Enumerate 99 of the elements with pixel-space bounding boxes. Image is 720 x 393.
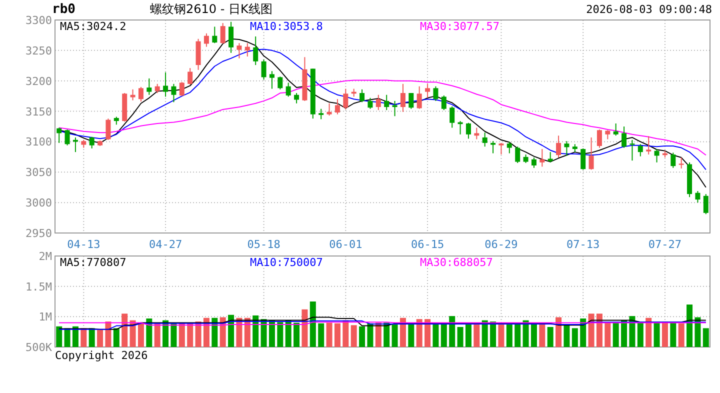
line-series bbox=[58, 320, 706, 330]
candlestick bbox=[106, 118, 111, 140]
candlestick bbox=[154, 83, 160, 94]
candlestick bbox=[188, 68, 193, 86]
x-tick-label: 05-18 bbox=[247, 238, 280, 251]
candlestick bbox=[580, 148, 586, 170]
candlestick bbox=[244, 42, 250, 58]
y-tick-label: 1M bbox=[38, 310, 52, 324]
text: 2026-08-03 09:00:48 bbox=[586, 3, 712, 16]
candlestick bbox=[564, 140, 570, 156]
text: MA5:770807 bbox=[60, 256, 126, 269]
series-label: MA10:3053.8 bbox=[250, 20, 323, 33]
candlestick bbox=[286, 82, 291, 98]
candlestick bbox=[506, 141, 512, 154]
candlestick bbox=[212, 26, 218, 44]
candlestick bbox=[638, 144, 643, 157]
x-tick-label: 07-13 bbox=[566, 238, 600, 251]
candlestick bbox=[64, 129, 70, 146]
candlestick bbox=[400, 83, 406, 112]
x-tick-label: 04-27 bbox=[148, 238, 182, 251]
candlestick bbox=[433, 86, 438, 102]
candlestick bbox=[515, 146, 520, 164]
candlestick bbox=[392, 100, 398, 117]
candlestick bbox=[343, 88, 348, 110]
text: MA30:688057 bbox=[420, 256, 493, 269]
candlestick bbox=[596, 129, 602, 148]
candlestick bbox=[179, 82, 184, 97]
candlestick bbox=[171, 83, 176, 103]
y-tick-label: 2M bbox=[38, 250, 52, 263]
candlestick bbox=[622, 126, 627, 148]
candlestick bbox=[228, 21, 234, 54]
candlestick bbox=[294, 92, 300, 104]
text: MA30:3077.57 bbox=[420, 20, 500, 33]
y-tick-label: 500K bbox=[26, 341, 52, 354]
candlestick bbox=[138, 86, 144, 102]
x-tick-label: 07-27 bbox=[648, 238, 682, 251]
candlestick bbox=[425, 83, 430, 98]
candlestick bbox=[458, 120, 463, 135]
x-tick-label: 06-15 bbox=[410, 238, 444, 251]
y-tick-label: 3200 bbox=[26, 74, 52, 88]
candlestick bbox=[253, 36, 258, 66]
y-tick-label: 3000 bbox=[26, 196, 52, 210]
candlestick bbox=[654, 148, 660, 163]
candlestick bbox=[588, 136, 594, 170]
y-tick-label: 1.5M bbox=[26, 280, 52, 294]
candlestick bbox=[146, 78, 152, 96]
y-tick-label: 3300 bbox=[26, 14, 52, 27]
y-tick-label: 3250 bbox=[26, 44, 52, 58]
candlestick bbox=[703, 194, 708, 215]
candlestick bbox=[474, 127, 480, 140]
candlestick bbox=[441, 94, 446, 111]
candlestick bbox=[498, 142, 504, 155]
candlestick bbox=[220, 22, 226, 44]
y-tick-label: 3050 bbox=[26, 166, 52, 180]
y-tick-label: 3100 bbox=[26, 136, 52, 149]
candlestick bbox=[130, 88, 136, 101]
candlestick bbox=[630, 139, 635, 162]
candlestick bbox=[605, 130, 610, 140]
candlestick bbox=[613, 122, 618, 136]
candlestick bbox=[196, 38, 201, 70]
candlestick bbox=[408, 92, 414, 110]
candlestick bbox=[236, 42, 242, 59]
candlestick bbox=[695, 190, 700, 204]
candlestick bbox=[368, 97, 373, 110]
candlestick bbox=[269, 70, 274, 90]
candlestick bbox=[482, 132, 488, 148]
candlestick bbox=[678, 157, 684, 169]
candlestick bbox=[204, 32, 209, 48]
text: rb0 bbox=[52, 2, 76, 17]
candlestick bbox=[466, 122, 471, 140]
text: MA10:750007 bbox=[250, 256, 323, 269]
x-tick-label: 04-13 bbox=[67, 238, 100, 251]
y-tick-label: 2950 bbox=[26, 227, 52, 240]
candlestick bbox=[646, 136, 652, 155]
candlestick bbox=[670, 152, 676, 168]
candlestick bbox=[163, 72, 168, 98]
text: MA5:3024.2 bbox=[60, 20, 126, 33]
candlestick bbox=[326, 102, 332, 116]
candlestick bbox=[556, 135, 562, 158]
candlestick bbox=[334, 98, 340, 115]
candlestick bbox=[531, 157, 536, 168]
candlestick bbox=[318, 108, 324, 120]
text: Copyright 2026 bbox=[55, 349, 148, 362]
candlestick bbox=[360, 88, 365, 103]
candlestick bbox=[490, 140, 496, 154]
line-series bbox=[58, 316, 706, 330]
candlestick bbox=[384, 94, 390, 111]
x-tick-label: 06-01 bbox=[329, 238, 362, 251]
candlestick bbox=[416, 86, 422, 110]
candlestick bbox=[376, 94, 381, 111]
candlestick bbox=[261, 59, 266, 80]
y-tick-label: 3150 bbox=[26, 105, 52, 118]
candlestick bbox=[278, 76, 283, 90]
chart-title: 螺纹钢2610 - 日K线图 bbox=[150, 2, 272, 16]
x-tick-label: 06-29 bbox=[484, 238, 518, 251]
candlestick bbox=[89, 136, 94, 149]
candlestick bbox=[540, 148, 545, 168]
candlestick bbox=[450, 106, 455, 128]
candlestick bbox=[56, 127, 62, 144]
